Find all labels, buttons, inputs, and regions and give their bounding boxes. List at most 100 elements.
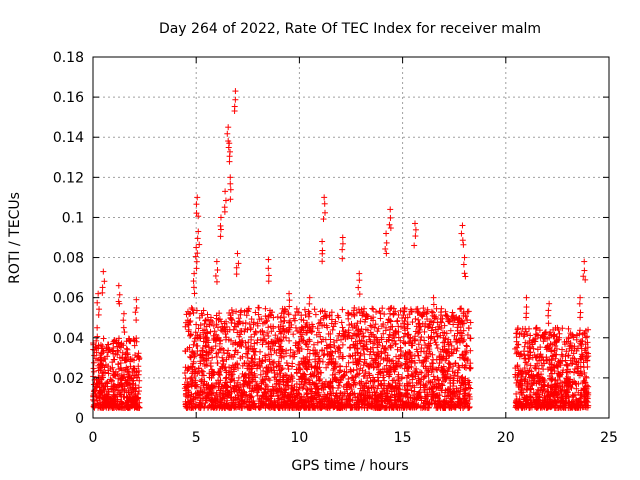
- data-point: [416, 320, 423, 327]
- data-point: [412, 315, 419, 322]
- data-point: [348, 335, 355, 342]
- data-point: [200, 338, 207, 345]
- data-point: [381, 311, 388, 318]
- y-tick-label: 0: [75, 411, 84, 427]
- data-point: [187, 354, 194, 361]
- data-point: [356, 270, 363, 277]
- data-point: [237, 327, 244, 334]
- data-point: [545, 312, 552, 319]
- plot-frame: [92, 56, 610, 419]
- data-point: [193, 244, 200, 251]
- data-point: [227, 186, 234, 193]
- data-point: [251, 331, 258, 338]
- data-point: [109, 404, 116, 411]
- data-point: [107, 376, 114, 383]
- data-point: [461, 270, 468, 277]
- data-point: [116, 291, 123, 298]
- data-point: [248, 393, 255, 400]
- data-point: [264, 329, 271, 336]
- data-point: [193, 258, 200, 265]
- data-point: [130, 366, 137, 373]
- data-point: [115, 361, 122, 368]
- data-point: [255, 304, 262, 311]
- data-point: [394, 318, 401, 325]
- data-point: [228, 319, 235, 326]
- data-point: [317, 319, 324, 326]
- data-point: [455, 321, 462, 328]
- data-point: [415, 341, 422, 348]
- data-point: [454, 345, 461, 352]
- data-point: [339, 324, 346, 331]
- data-point: [335, 344, 342, 351]
- data-point: [532, 365, 539, 372]
- data-point: [99, 349, 106, 356]
- data-point: [214, 266, 221, 273]
- data-point: [558, 351, 565, 358]
- data-point: [228, 388, 235, 395]
- data-point: [217, 214, 224, 221]
- data-point: [225, 124, 232, 131]
- data-point: [227, 174, 234, 181]
- y-tick-label: 0.18: [53, 50, 84, 66]
- data-point: [284, 362, 291, 369]
- data-point: [232, 88, 239, 95]
- data-point: [430, 301, 437, 308]
- data-point: [214, 324, 221, 331]
- data-point: [256, 316, 263, 323]
- data-point: [571, 369, 578, 376]
- data-point: [101, 386, 108, 393]
- data-point: [193, 265, 200, 272]
- data-point: [420, 363, 427, 370]
- x-tick-label: 5: [192, 430, 201, 446]
- data-point: [132, 352, 139, 359]
- data-point: [193, 321, 200, 328]
- data-point: [95, 311, 102, 318]
- data-point: [521, 343, 528, 350]
- data-point: [356, 291, 363, 298]
- data-point: [260, 331, 267, 338]
- data-point: [194, 235, 201, 242]
- data-point: [265, 333, 272, 340]
- data-point: [119, 349, 126, 356]
- data-point: [207, 363, 214, 370]
- data-point: [257, 371, 264, 378]
- data-point: [331, 342, 338, 349]
- data-point: [300, 317, 307, 324]
- data-point: [207, 317, 214, 324]
- data-point: [437, 309, 444, 316]
- data-point: [378, 334, 385, 341]
- data-point: [386, 221, 393, 228]
- data-point: [197, 335, 204, 342]
- data-point: [251, 345, 258, 352]
- data-point: [320, 216, 327, 223]
- data-point: [213, 278, 220, 285]
- data-point: [194, 250, 201, 257]
- data-point: [359, 312, 366, 319]
- data-point: [274, 313, 281, 320]
- data-point: [257, 348, 264, 355]
- data-point: [433, 341, 440, 348]
- data-point: [259, 341, 266, 348]
- data-point: [125, 335, 132, 342]
- data-point: [117, 391, 124, 398]
- data-point: [121, 329, 128, 336]
- data-point: [99, 381, 106, 388]
- data-point: [119, 383, 126, 390]
- data-point: [346, 391, 353, 398]
- data-point: [132, 382, 139, 389]
- y-tick-label: 0.12: [53, 170, 84, 186]
- data-point: [462, 273, 469, 280]
- data-point: [252, 309, 259, 316]
- data-point: [192, 253, 199, 260]
- data-point: [387, 323, 394, 330]
- data-point: [213, 353, 220, 360]
- data-point: [523, 294, 530, 301]
- data-point: [265, 265, 272, 272]
- data-point: [377, 315, 384, 322]
- data-point: [355, 284, 362, 291]
- data-point: [465, 324, 472, 331]
- data-point: [234, 250, 241, 257]
- data-point: [379, 305, 386, 312]
- grid: [93, 57, 609, 418]
